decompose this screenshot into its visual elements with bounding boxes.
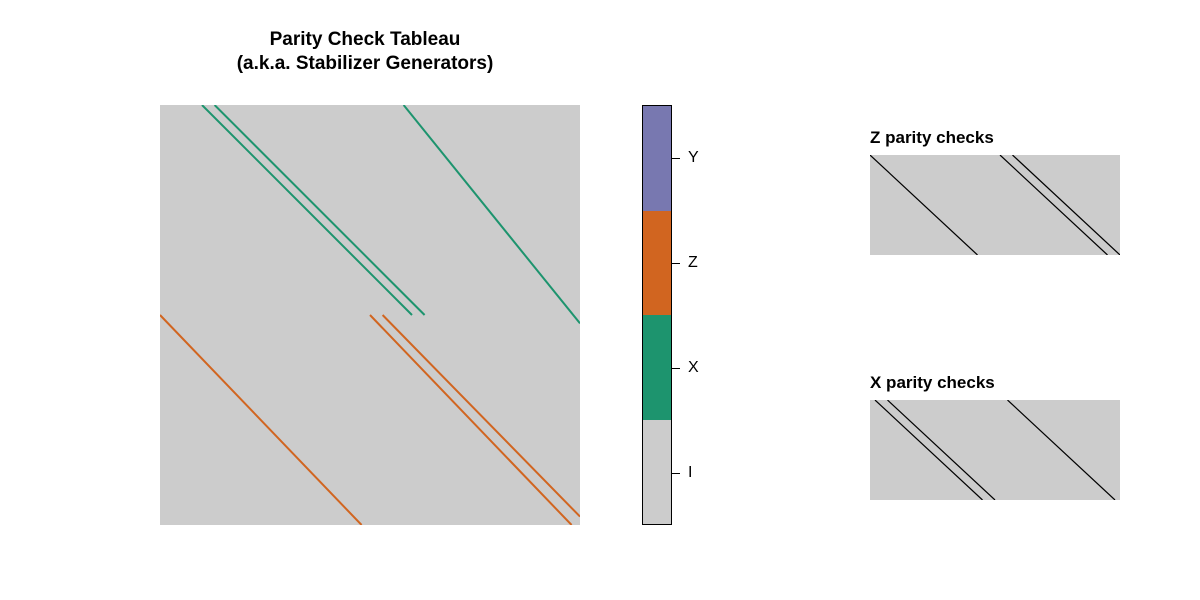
colorbar-label: Z xyxy=(688,254,698,272)
title-line-2: (a.k.a. Stabilizer Generators) xyxy=(155,52,575,76)
x-parity-plot xyxy=(870,400,1120,500)
parity-check-tableau-plot xyxy=(160,105,580,525)
colorbar-label: Y xyxy=(688,149,699,167)
colorbar-label: X xyxy=(688,359,699,377)
colorbar-segment xyxy=(643,106,671,211)
colorbar-label: I xyxy=(688,464,692,482)
title-line-1: Parity Check Tableau xyxy=(155,28,575,52)
colorbar-tick xyxy=(672,368,680,369)
colorbar-tick xyxy=(672,473,680,474)
colorbar-segment xyxy=(643,315,671,420)
colorbar-tick xyxy=(672,263,680,264)
x-parity-title: X parity checks xyxy=(870,373,1120,393)
colorbar xyxy=(642,105,672,525)
colorbar-segment xyxy=(643,420,671,525)
z-parity-plot xyxy=(870,155,1120,255)
z-parity-title: Z parity checks xyxy=(870,128,1120,148)
colorbar-tick xyxy=(672,158,680,159)
colorbar-segment xyxy=(643,211,671,316)
main-title: Parity Check Tableau (a.k.a. Stabilizer … xyxy=(155,28,575,76)
